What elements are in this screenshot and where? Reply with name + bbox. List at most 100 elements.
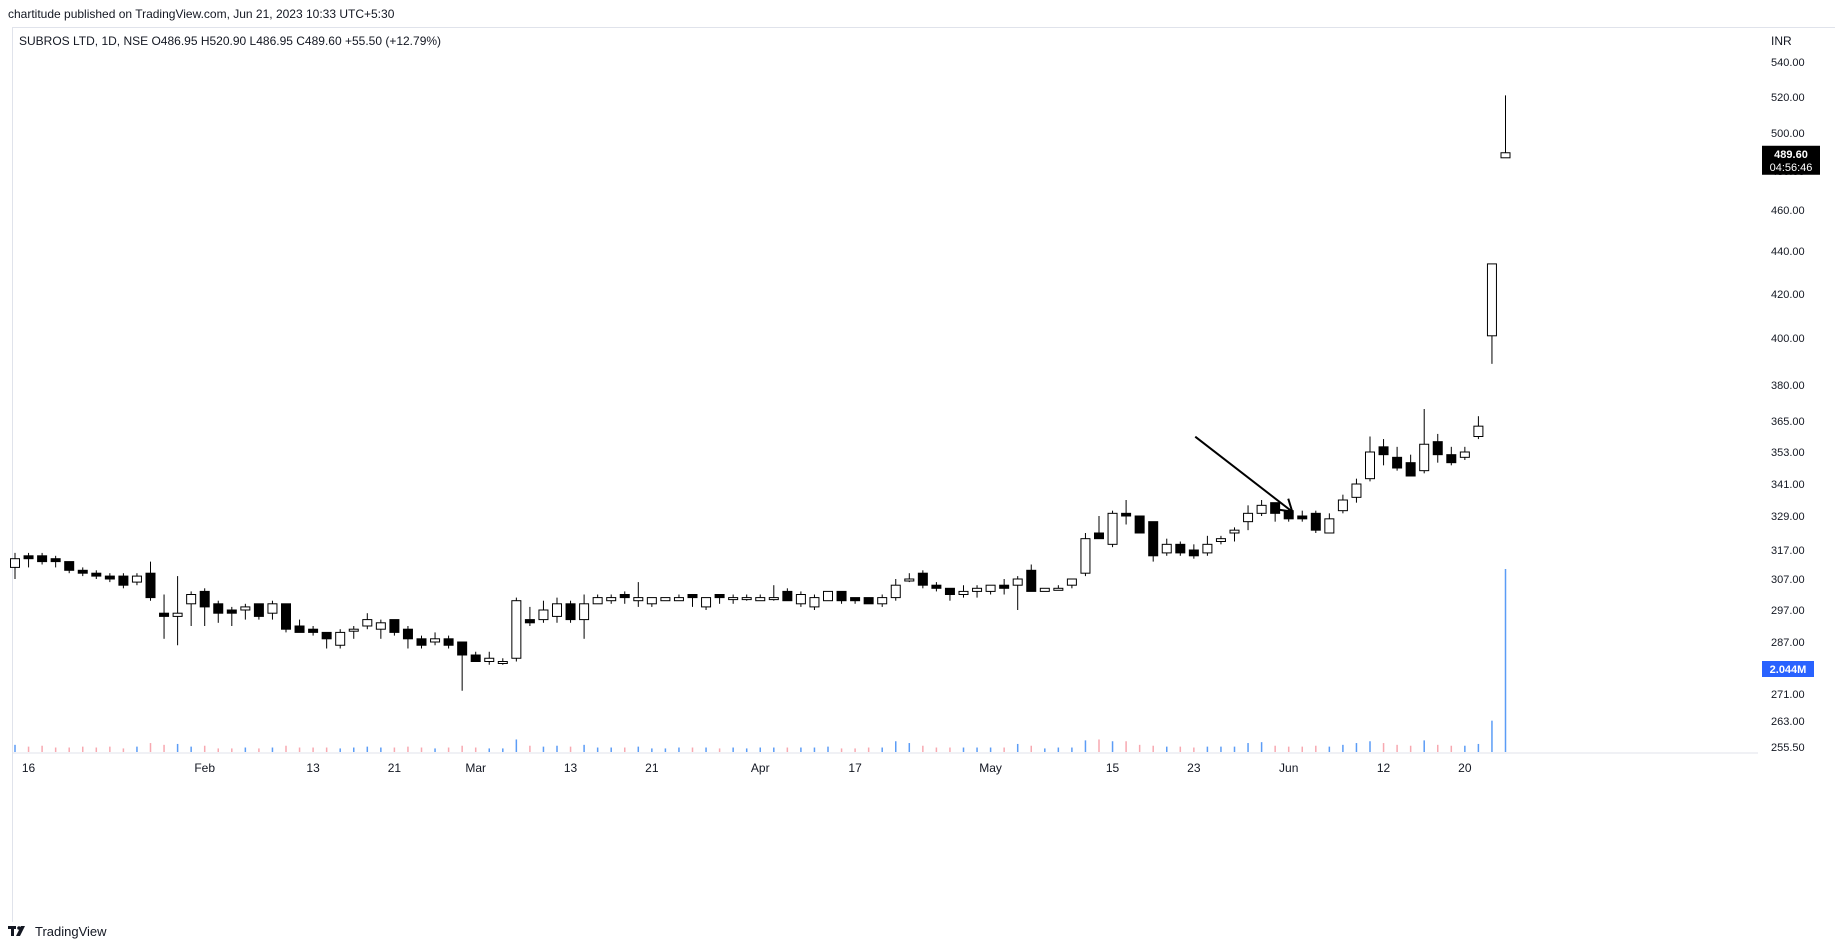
candle-body — [714, 594, 725, 599]
price-axis[interactable]: 540.00520.00500.00480.00460.00440.00420.… — [1771, 57, 1805, 754]
candle-body — [118, 575, 129, 586]
volume-bar — [312, 747, 314, 752]
volume-bar — [1301, 746, 1303, 752]
candle — [646, 597, 657, 607]
annotation-arrow-head — [1278, 498, 1294, 513]
candle — [782, 588, 793, 602]
volume-bar — [596, 747, 599, 752]
volume-bar — [1003, 747, 1005, 752]
volume-bar — [1382, 743, 1385, 752]
candle — [1094, 516, 1104, 540]
candle — [145, 561, 156, 601]
candle-body — [1066, 578, 1077, 586]
volume-bar — [664, 748, 667, 752]
volume-bar — [962, 747, 965, 752]
price-tick-label: 287.00 — [1771, 637, 1805, 649]
volume-bar — [583, 744, 585, 752]
volume-bar — [231, 748, 233, 752]
volume-bar — [122, 748, 125, 752]
volume-bar — [393, 747, 396, 752]
volume-bar — [217, 748, 219, 752]
candle-body — [1270, 502, 1281, 514]
volume-bar — [1220, 746, 1222, 752]
volume-bar — [678, 747, 680, 752]
price-tick-label: 460.00 — [1771, 205, 1805, 217]
candle — [524, 606, 535, 626]
candle — [633, 582, 644, 607]
candle — [362, 613, 373, 630]
candle-body — [77, 569, 88, 574]
volume-bar — [759, 747, 761, 752]
candle-body — [308, 628, 319, 633]
candle-body — [795, 594, 806, 605]
time-tick-label: 16 — [22, 761, 36, 775]
chart-frame[interactable] — [12, 27, 1835, 922]
volume-bar — [867, 747, 870, 752]
symbol-legend: SUBROS LTD, 1D, NSE O486.95 H520.90 L486… — [19, 34, 442, 48]
candle — [484, 651, 495, 665]
volume-bar — [1396, 744, 1398, 752]
volume-bar — [1504, 569, 1507, 752]
candle — [701, 597, 712, 610]
time-axis[interactable]: 16 Feb 13 21 Mar 13 21 Apr 17 May 15 23 Jun 12 20 — [12, 752, 1758, 775]
candle-body — [985, 584, 996, 592]
candle — [850, 597, 861, 604]
tradingview-logo-icon[interactable] — [8, 925, 30, 937]
volume-bar — [922, 745, 924, 752]
candle — [511, 597, 522, 662]
volume-bar — [1369, 741, 1371, 752]
volume-bar — [353, 747, 355, 752]
volume-bar — [1274, 745, 1276, 752]
volume-bar — [949, 747, 951, 752]
candle — [497, 658, 508, 665]
candle — [1039, 587, 1050, 592]
candle — [1405, 454, 1416, 477]
candle-body — [877, 597, 888, 605]
candle — [972, 585, 983, 598]
candle — [1066, 578, 1077, 589]
price-tick-label: 400.00 — [1771, 333, 1805, 345]
volume-bar — [1233, 746, 1236, 752]
volume-bar — [935, 747, 938, 752]
volume-bar — [502, 748, 504, 752]
candle — [1419, 409, 1430, 474]
volume-bar — [718, 748, 721, 752]
candle — [877, 594, 888, 607]
volume-bar — [82, 746, 84, 752]
countdown-timer: 04:56:46 — [1770, 162, 1813, 174]
candle-body — [1026, 569, 1037, 592]
volume-bar — [1152, 745, 1154, 752]
candle-body — [1432, 441, 1443, 456]
candle-body — [1229, 529, 1240, 534]
tradingview-brand[interactable]: TradingView — [35, 923, 107, 939]
candle-body — [565, 603, 576, 621]
candle-body — [511, 600, 522, 659]
candle-body — [1202, 543, 1213, 554]
candle-body — [1012, 578, 1023, 586]
candle — [1446, 446, 1457, 466]
candle-body — [1392, 456, 1403, 469]
volume-bar — [1084, 740, 1087, 752]
price-tick-label: 255.50 — [1771, 742, 1805, 754]
volume-bar — [271, 747, 274, 752]
volume-bar — [1111, 741, 1114, 752]
candle — [1188, 544, 1199, 559]
candle — [1270, 502, 1281, 522]
publisher-line: chartitude published on TradingView.com,… — [8, 7, 395, 21]
volume-bar — [976, 747, 978, 752]
candle-body — [470, 654, 481, 662]
candle-body — [1053, 587, 1064, 591]
time-tick-label: 21 — [645, 761, 659, 775]
candle-body — [484, 657, 495, 662]
annotation-layer — [1194, 435, 1294, 513]
candle-body — [1337, 499, 1348, 512]
candle — [240, 603, 251, 620]
candle — [1459, 446, 1470, 460]
volume-bar — [1287, 746, 1290, 752]
time-tick-label: 13 — [564, 761, 578, 775]
candle-body — [375, 622, 386, 630]
time-tick-label: 17 — [848, 761, 862, 775]
volume-bar — [447, 747, 450, 752]
candle-body — [538, 609, 549, 621]
